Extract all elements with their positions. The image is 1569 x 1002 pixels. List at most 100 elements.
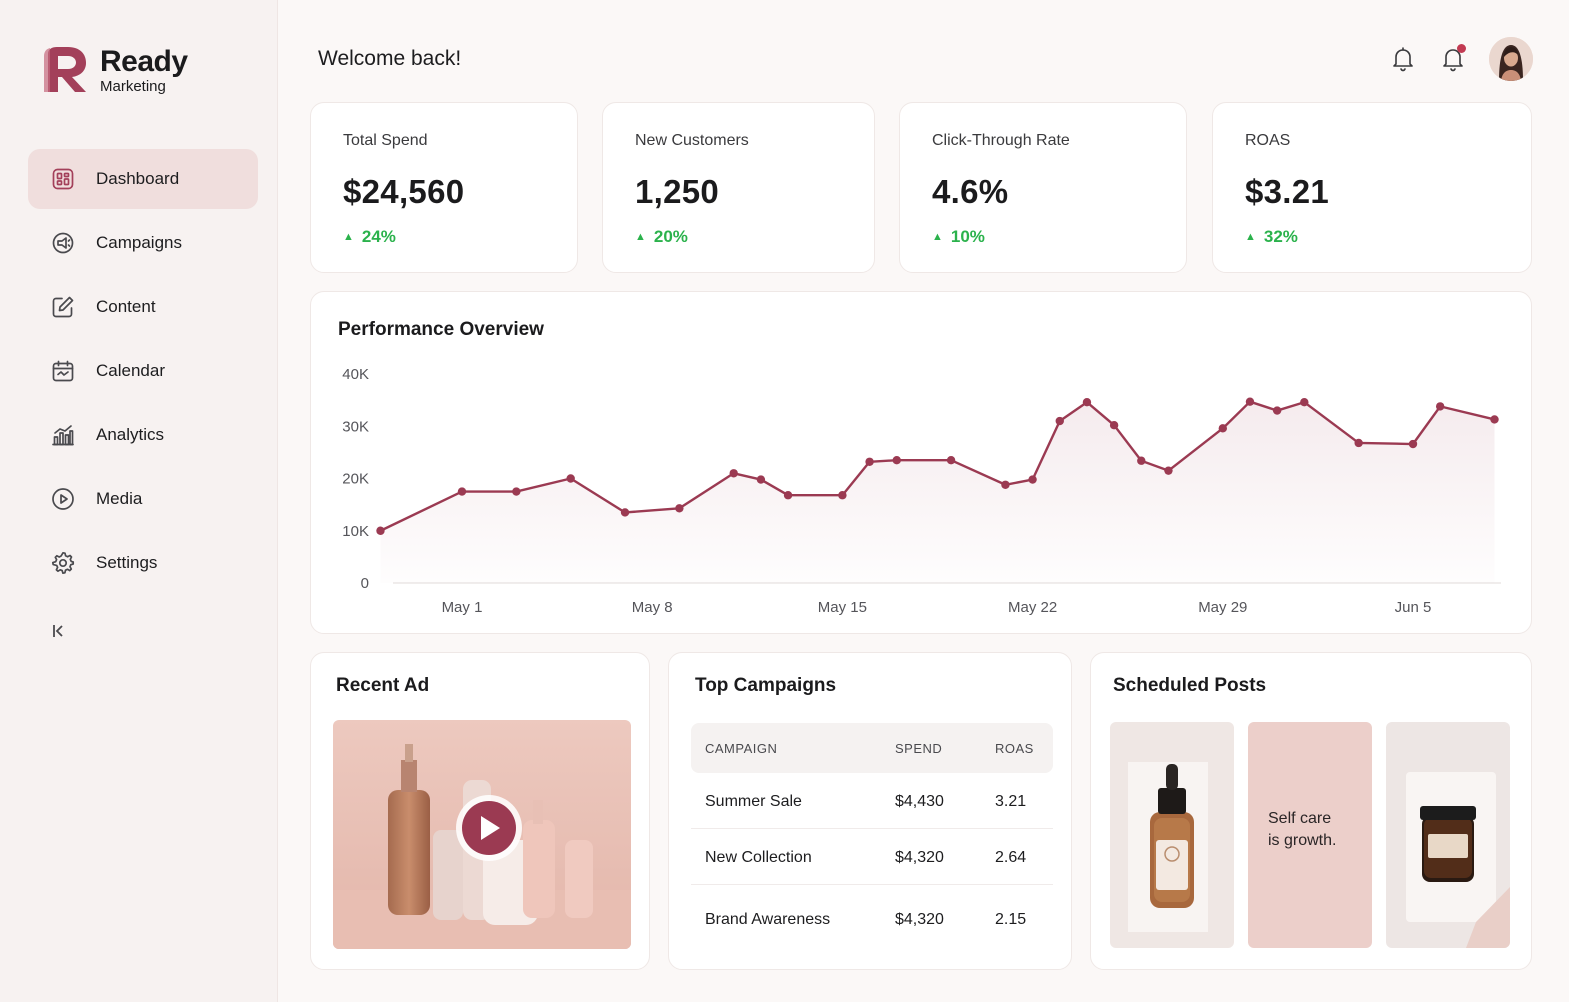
scheduled-post-1[interactable] xyxy=(1110,722,1234,948)
campaign-name: Summer Sale xyxy=(705,793,802,810)
scheduled-post-2[interactable]: Self care is growth. xyxy=(1248,722,1372,948)
stat-value: 4.6% xyxy=(932,173,1009,210)
collapse-left-icon xyxy=(53,625,63,637)
table-header: CAMPAIGN SPEND ROAS xyxy=(691,723,1053,773)
sidebar-nav: Dashboard Campaigns Content Calendar Ana… xyxy=(28,149,258,597)
section-title: Recent Ad xyxy=(336,675,430,696)
data-point[interactable] xyxy=(1435,402,1445,411)
column-header-roas[interactable]: ROAS xyxy=(995,741,1034,756)
data-point[interactable] xyxy=(1354,438,1363,448)
x-tick-label: May 8 xyxy=(632,599,673,616)
data-point[interactable] xyxy=(892,456,901,465)
sidebar-item-settings[interactable]: Settings xyxy=(28,533,258,593)
sidebar-item-media[interactable]: Media xyxy=(28,469,258,529)
recent-ad-card: Recent Ad xyxy=(310,652,650,970)
serum-bottle-image xyxy=(1110,722,1234,948)
data-point[interactable] xyxy=(1218,424,1227,433)
table-row[interactable]: Summer Sale $4,430 3.21 xyxy=(691,773,1053,829)
megaphone-icon xyxy=(50,230,76,256)
data-point[interactable] xyxy=(1300,398,1309,407)
data-point[interactable] xyxy=(865,457,874,466)
data-point[interactable] xyxy=(457,487,467,496)
data-point[interactable] xyxy=(376,526,385,535)
data-point[interactable] xyxy=(620,508,630,517)
data-point[interactable] xyxy=(1055,416,1064,426)
data-point[interactable] xyxy=(512,487,521,496)
sidebar-item-campaigns[interactable]: Campaigns xyxy=(28,213,258,273)
data-point[interactable] xyxy=(1109,421,1119,430)
data-point[interactable] xyxy=(566,474,575,483)
data-point[interactable] xyxy=(946,456,956,465)
stat-label: ROAS xyxy=(1245,132,1291,149)
data-point[interactable] xyxy=(783,491,793,500)
data-point[interactable] xyxy=(675,504,684,513)
y-tick-label: 0 xyxy=(361,575,369,592)
data-point[interactable] xyxy=(1028,475,1037,484)
data-point[interactable] xyxy=(1490,415,1499,424)
stat-change-value: 24% xyxy=(361,227,396,246)
data-point[interactable] xyxy=(1001,480,1010,489)
stat-value: $3.21 xyxy=(1245,173,1330,210)
campaign-name: Brand Awareness xyxy=(705,911,831,928)
stat-label: New Customers xyxy=(635,132,749,149)
arrow-up-icon: ▲ xyxy=(343,231,354,243)
alerts-button[interactable] xyxy=(1440,44,1466,73)
data-point[interactable] xyxy=(1164,466,1173,475)
brand-logo[interactable]: Ready Marketing xyxy=(42,44,188,96)
sidebar-item-label: Analytics xyxy=(96,425,165,444)
stat-label: Total Spend xyxy=(343,132,428,149)
data-point[interactable] xyxy=(729,469,738,478)
sidebar-item-label: Settings xyxy=(96,553,158,572)
stat-card-total-spend: Total Spend $24,560 ▲ 24% xyxy=(310,102,578,273)
x-tick-label: May 1 xyxy=(442,599,483,616)
notification-bell-icon xyxy=(1443,49,1463,72)
section-title: Scheduled Posts xyxy=(1113,675,1267,696)
data-point[interactable] xyxy=(838,491,847,500)
post-quote-line: is growth. xyxy=(1268,832,1337,849)
y-tick-label: 10K xyxy=(342,523,369,540)
sidebar-item-content[interactable]: Content xyxy=(28,277,258,337)
campaign-roas: 2.64 xyxy=(995,849,1027,866)
collapse-sidebar-button[interactable] xyxy=(50,622,70,642)
stat-card-roas: ROAS $3.21 ▲ 32% xyxy=(1212,102,1532,273)
play-circle-icon xyxy=(50,486,76,512)
y-tick-label: 20K xyxy=(342,471,369,488)
sidebar-item-dashboard[interactable]: Dashboard xyxy=(28,149,258,209)
product-image xyxy=(333,720,631,949)
data-point[interactable] xyxy=(1082,398,1092,407)
user-avatar-icon xyxy=(1489,37,1533,81)
avatar[interactable] xyxy=(1489,37,1533,81)
post-quote: Self care is growth. xyxy=(1268,808,1336,852)
scheduled-post-3[interactable] xyxy=(1386,722,1510,948)
edit-icon xyxy=(50,294,76,320)
notifications-button[interactable] xyxy=(1390,45,1416,73)
stat-card-ctr: Click-Through Rate 4.6% ▲ 10% xyxy=(899,102,1187,273)
campaign-name: New Collection xyxy=(705,849,812,866)
sidebar-item-analytics[interactable]: Analytics xyxy=(28,405,258,465)
y-tick-label: 40K xyxy=(342,366,369,383)
campaign-roas: 3.21 xyxy=(995,793,1027,810)
column-header-spend[interactable]: SPEND xyxy=(895,741,943,756)
stat-change: ▲ 24% xyxy=(343,227,396,247)
column-header-campaign[interactable]: CAMPAIGN xyxy=(705,741,778,756)
stat-label: Click-Through Rate xyxy=(932,132,1070,149)
stat-change-value: 10% xyxy=(950,227,985,246)
table-row[interactable]: Brand Awareness $4,320 2.15 xyxy=(691,885,1053,951)
brand-subtitle: Marketing xyxy=(100,77,166,95)
table-row[interactable]: New Collection $4,320 2.64 xyxy=(691,829,1053,885)
recent-ad-video[interactable] xyxy=(333,720,631,949)
campaign-spend: $4,430 xyxy=(895,793,944,810)
data-point[interactable] xyxy=(1245,397,1255,406)
series-area xyxy=(380,401,1495,583)
x-tick-label: May 29 xyxy=(1198,599,1247,616)
sidebar-item-calendar[interactable]: Calendar xyxy=(28,341,258,401)
x-tick-label: May 15 xyxy=(818,599,867,616)
data-point[interactable] xyxy=(1408,439,1418,449)
performance-overview-card: Performance Overview 0 10K 20K 30K 40K May 1 M… xyxy=(310,291,1532,634)
campaign-spend: $4,320 xyxy=(895,911,944,928)
data-point[interactable] xyxy=(1272,406,1282,415)
performance-chart[interactable]: 0 10K 20K 30K 40K May 1 May 8 May 15 May 22 May 2… xyxy=(311,292,1533,635)
stat-change-value: 32% xyxy=(1263,227,1298,246)
data-point[interactable] xyxy=(756,475,766,484)
data-point[interactable] xyxy=(1137,456,1146,465)
